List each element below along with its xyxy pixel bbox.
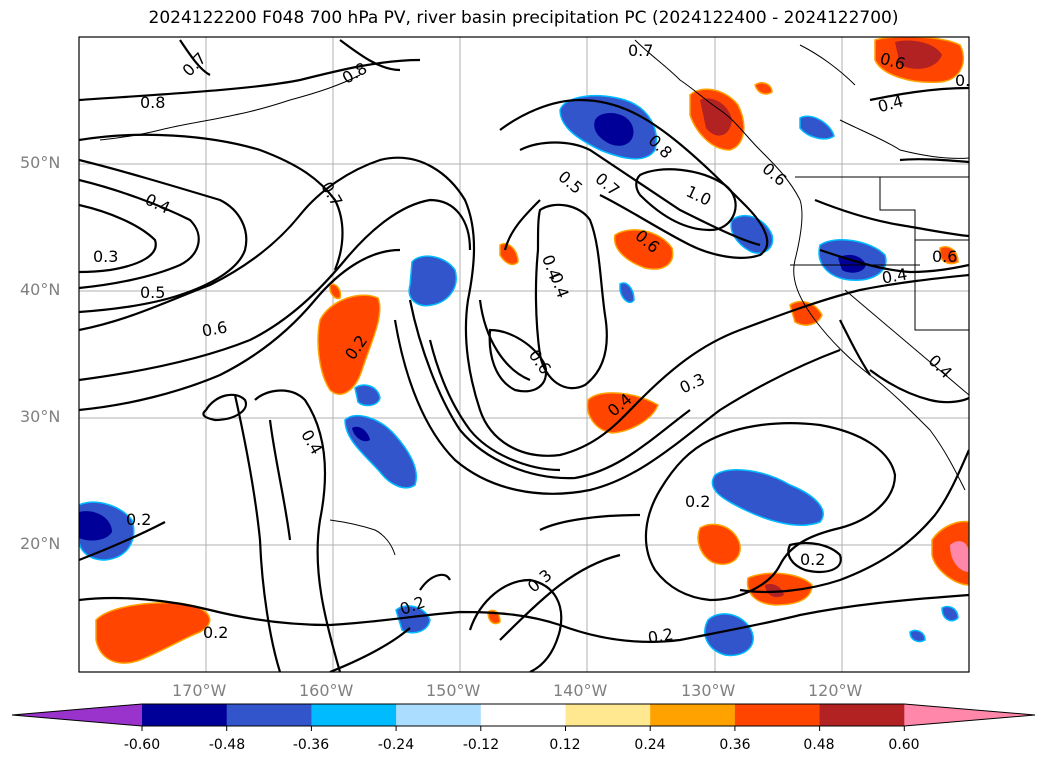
precip-positive-core <box>895 40 942 69</box>
contour-label: 0.5 <box>140 283 165 302</box>
precip-positive-core <box>700 98 732 136</box>
precip-positive-region <box>613 229 674 270</box>
lat-label-40n: 40°N <box>20 280 61 299</box>
contour-label: 0.4 <box>880 264 908 287</box>
precip-negative-region <box>711 469 824 526</box>
colorbar-tick-label: 0.12 <box>549 737 581 753</box>
precip-negative-region <box>395 605 431 634</box>
contour-label: 0.2 <box>126 510 151 529</box>
contour-label: 0.6 <box>932 247 957 266</box>
precip-negative-region <box>408 255 457 307</box>
precip-negative-region <box>619 282 635 304</box>
chart-title: 2024122200 F048 700 hPa PV, river basin … <box>148 8 899 28</box>
precip-positive-core <box>765 584 784 598</box>
political-borders <box>790 176 969 396</box>
colorbar-segment <box>142 704 228 726</box>
colorbar-tick-label: -0.24 <box>377 737 415 753</box>
colorbar-extend-max <box>904 704 1035 726</box>
lon-label-140w: 140°W <box>553 681 608 700</box>
colorbar-tick-label: -0.36 <box>292 737 330 753</box>
contour-label: 0.2 <box>646 624 674 647</box>
colorbar-outline <box>11 703 1036 727</box>
precip-positive-region <box>95 601 211 664</box>
precip-positive-region <box>931 520 969 586</box>
precip-positive-region <box>754 82 773 95</box>
precip-positive-core <box>950 541 969 572</box>
precip-positive-region <box>586 392 659 434</box>
precip-negative-core <box>79 511 112 541</box>
colorbar-tick-label: -0.48 <box>208 737 246 753</box>
colorbar-tick-label: 0.48 <box>803 737 835 753</box>
contour-label: 0.8 <box>955 71 980 90</box>
contour-label: 0.3 <box>93 247 118 266</box>
precip-positive-region <box>939 246 959 265</box>
colorbar-extend-min <box>12 704 142 726</box>
contour-label: 0.8 <box>140 93 165 112</box>
contour-label: 0.2 <box>685 492 710 511</box>
lon-label-170w: 170°W <box>172 681 227 700</box>
colorbar-segment <box>734 704 821 726</box>
precip-negative-region <box>704 613 754 657</box>
map-background <box>79 37 969 672</box>
colorbar-segment <box>480 704 566 726</box>
lon-label-150w: 150°W <box>426 681 481 700</box>
colorbar-tick-label: 0.36 <box>719 737 751 753</box>
map-plot: 0.7 0.8 0.8 0.7 0.4 0.3 0.5 0.6 0.7 0.2 … <box>78 36 980 673</box>
precip-positive-region <box>329 283 342 300</box>
lat-label-30n: 30°N <box>20 407 61 426</box>
precip-positive-region <box>317 294 381 395</box>
precip-negative-core <box>594 113 634 146</box>
colorbar-tick-label: -0.60 <box>123 737 161 753</box>
precip-negative-region <box>941 605 959 622</box>
precip-negative-region <box>354 384 381 407</box>
lat-label-20n: 20°N <box>20 534 61 553</box>
colorbar-tick-label: 0.24 <box>634 737 666 753</box>
precip-negative-region <box>909 629 926 643</box>
colorbar-segment <box>311 704 397 726</box>
colorbar-segment <box>819 704 905 726</box>
pv-contours <box>79 39 969 672</box>
lon-label-120w: 120°W <box>808 681 863 700</box>
colorbar-segment <box>565 704 651 726</box>
contour-label: 0.6 <box>200 317 228 340</box>
contour-label: 0.2 <box>203 623 228 642</box>
precip-negative-core <box>838 254 866 273</box>
precip-positive-region <box>697 523 741 566</box>
lat-label-50n: 50°N <box>20 153 61 172</box>
precip-negative-core <box>352 426 370 442</box>
lon-label-160w: 160°W <box>299 681 354 700</box>
colorbar-segment <box>226 704 312 726</box>
map-frame <box>78 36 970 673</box>
colorbar-segment <box>396 704 482 726</box>
contour-label: 0.7 <box>628 41 653 60</box>
lon-label-130w: 130°W <box>681 681 736 700</box>
colorbar-segment <box>650 704 736 726</box>
contour-label: 0.2 <box>800 550 825 569</box>
precip-negative-region <box>799 115 835 140</box>
colorbar-tick-label: -0.12 <box>462 737 500 753</box>
colorbar-tick-label: 0.60 <box>888 737 920 753</box>
coastlines <box>99 39 969 556</box>
